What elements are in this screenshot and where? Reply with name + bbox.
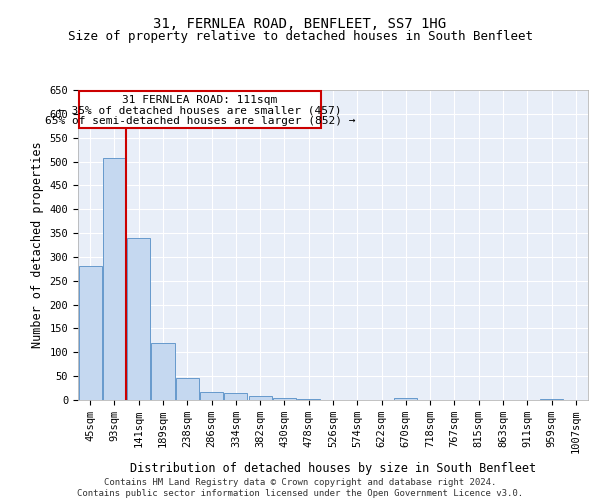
Bar xyxy=(151,343,175,400)
Text: 31 FERNLEA ROAD: 111sqm: 31 FERNLEA ROAD: 111sqm xyxy=(122,94,277,104)
Y-axis label: Number of detached properties: Number of detached properties xyxy=(31,142,44,348)
Bar xyxy=(273,398,296,400)
Bar xyxy=(176,378,199,400)
X-axis label: Distribution of detached houses by size in South Benfleet: Distribution of detached houses by size … xyxy=(130,462,536,475)
Text: Contains HM Land Registry data © Crown copyright and database right 2024.
Contai: Contains HM Land Registry data © Crown c… xyxy=(77,478,523,498)
Text: Size of property relative to detached houses in South Benfleet: Size of property relative to detached ho… xyxy=(67,30,533,43)
Text: ← 35% of detached houses are smaller (457): ← 35% of detached houses are smaller (45… xyxy=(58,105,341,115)
FancyBboxPatch shape xyxy=(79,91,321,128)
Bar xyxy=(79,266,101,400)
Bar xyxy=(200,392,223,400)
Bar xyxy=(540,398,563,400)
Bar xyxy=(224,393,247,400)
Bar xyxy=(248,396,272,400)
Bar xyxy=(127,238,150,400)
Text: 31, FERNLEA ROAD, BENFLEET, SS7 1HG: 31, FERNLEA ROAD, BENFLEET, SS7 1HG xyxy=(154,18,446,32)
Bar xyxy=(103,158,126,400)
Text: 65% of semi-detached houses are larger (852) →: 65% of semi-detached houses are larger (… xyxy=(44,116,355,126)
Bar xyxy=(297,398,320,400)
Bar xyxy=(394,398,418,400)
